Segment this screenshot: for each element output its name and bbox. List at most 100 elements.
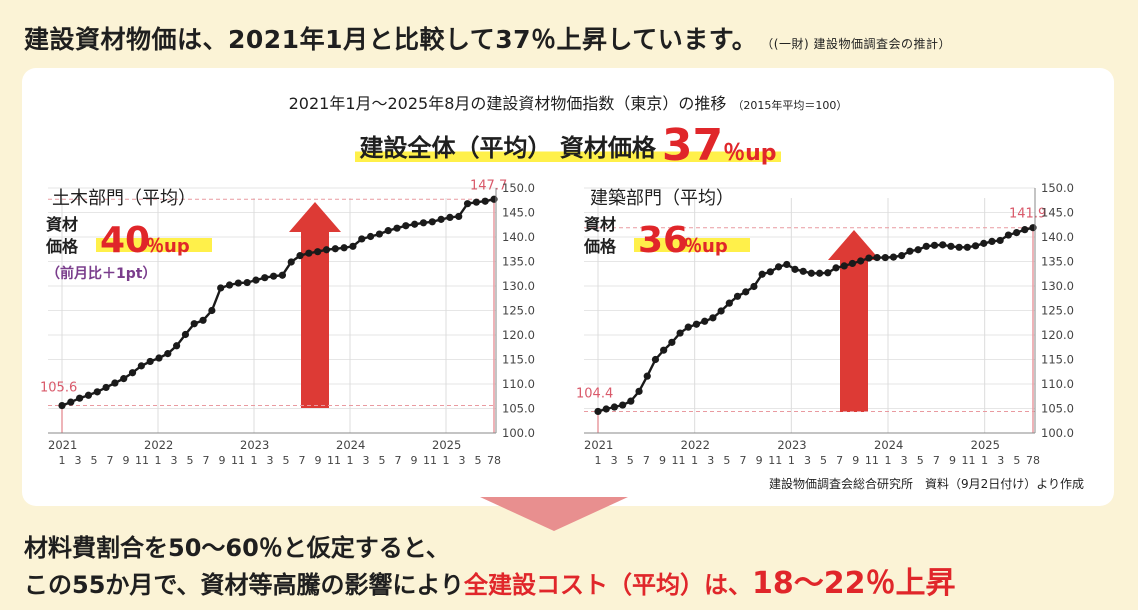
- data-point: [181, 330, 190, 339]
- data-point: [963, 243, 971, 251]
- data-point: [120, 375, 128, 383]
- conclusion-line2: この55か月で、資材等高騰の影響により全建設コスト（平均）は、18～22％上昇: [24, 566, 955, 603]
- x-month-label: 5: [283, 454, 290, 467]
- x-month-label: 5: [91, 454, 98, 467]
- x-month-label: 3: [459, 454, 466, 467]
- data-point: [269, 272, 278, 280]
- x-month-label: 7: [395, 454, 402, 467]
- y-tick-label: 110.0: [502, 377, 535, 391]
- data-point: [840, 262, 848, 270]
- data-point: [602, 405, 610, 413]
- data-point: [296, 252, 304, 260]
- data-point: [331, 245, 339, 253]
- data-point: [481, 197, 489, 205]
- x-month-label: 7: [107, 454, 114, 467]
- x-month-label: 1: [155, 454, 162, 467]
- headline: 建設資材物価は、2021年1月と比較して37％上昇しています。 （(一財) 建設物…: [24, 20, 951, 56]
- chart-civil-note: （前月比＋1pt）: [46, 265, 156, 282]
- y-tick-label: 135.0: [1041, 255, 1074, 269]
- x-month-label: 5: [917, 454, 924, 467]
- data-point: [832, 264, 840, 272]
- data-point: [402, 222, 410, 230]
- data-point: [635, 387, 643, 395]
- data-point: [314, 248, 322, 256]
- x-month-label: 11: [423, 454, 437, 467]
- data-point: [243, 278, 251, 287]
- data-point: [684, 323, 692, 331]
- data-point: [1012, 228, 1021, 237]
- up-arrow-shape: [828, 230, 880, 412]
- headline-note: （(一財) 建設物価調査会の推計）: [767, 37, 951, 51]
- data-point: [889, 253, 898, 261]
- conclusion: 材料費割合を50～60％と仮定すると、 この55か月で、資材等高騰の影響により全…: [24, 530, 955, 603]
- chart-building-reference-lines: 104.4 141.9: [576, 207, 1046, 433]
- data-point: [234, 279, 242, 287]
- data-point: [848, 259, 857, 268]
- y-tick-label: 145.0: [1041, 206, 1074, 220]
- x-year-label: 2024: [336, 438, 365, 452]
- overall-percent-value: 37: [661, 120, 724, 171]
- data-point: [393, 224, 401, 232]
- data-point: [287, 258, 295, 266]
- data-point: [660, 346, 668, 354]
- data-point: [996, 236, 1004, 245]
- x-month-label: 11: [768, 454, 782, 467]
- x-year-label: 2022: [144, 438, 173, 452]
- data-point: [643, 372, 651, 380]
- data-point: [865, 254, 873, 262]
- chart-civil-up-arrow: [289, 202, 341, 408]
- y-tick-label: 140.0: [502, 230, 535, 244]
- y-tick-label: 100.0: [1041, 426, 1074, 440]
- data-point: [807, 269, 815, 277]
- data-point: [799, 267, 807, 275]
- source-note: 建設物価調査会総合研究所 資料（9月2日付け）より作成: [768, 477, 1084, 491]
- up-arrow-shape: [289, 202, 341, 408]
- x-month-label: 11: [962, 454, 976, 467]
- y-tick-label: 145.0: [502, 206, 535, 220]
- y-tick-label: 115.0: [502, 353, 535, 367]
- data-point: [261, 274, 269, 282]
- overall-label: 建設全体（平均） 資材価格: [359, 134, 656, 162]
- data-point: [322, 246, 331, 254]
- data-point: [816, 269, 824, 277]
- x-month-label: 11: [865, 454, 879, 467]
- data-point: [349, 242, 357, 250]
- data-point: [419, 219, 428, 227]
- data-point: [437, 215, 445, 223]
- chart-building-axes: 150.0 145.0 140.0 135.0 130.0 125.0 120.0 115.0…: [584, 181, 1074, 467]
- data-point: [627, 397, 635, 405]
- x-month-label: 1: [443, 454, 450, 467]
- x-year-label: 2023: [777, 438, 806, 452]
- conclusion-line2-red: 全建設コスト（平均）は、: [463, 571, 752, 599]
- data-point: [881, 253, 889, 262]
- chart-civil-badge-line1: 資材: [46, 215, 78, 234]
- chart-building-badge-line1: 資材: [584, 215, 616, 234]
- x-month-label: 1: [347, 454, 354, 467]
- y-tick-label: 100.0: [502, 426, 535, 440]
- x-year-label: 2024: [874, 438, 903, 452]
- data-point: [914, 246, 922, 254]
- data-point: [930, 241, 939, 249]
- x-month-label: 9: [123, 454, 130, 467]
- x-month-label: 7: [203, 454, 210, 467]
- x-month-label: 1: [691, 454, 698, 467]
- chart-civil-axes: 150.0 145.0 140.0 135.0 130.0 125.0 120.0 115.0…: [48, 181, 535, 467]
- chart-building-up-arrow: [828, 230, 880, 412]
- chart-civil-badge-highlight: [96, 238, 212, 252]
- data-point: [111, 379, 119, 387]
- y-tick-label: 125.0: [1041, 304, 1074, 318]
- x-month-label: 1: [251, 454, 258, 467]
- data-point: [1004, 231, 1012, 239]
- chart-building-title: 建築部門（平均）: [590, 188, 734, 209]
- y-tick-label: 135.0: [502, 255, 535, 269]
- data-point: [455, 212, 463, 221]
- data-point: [619, 401, 627, 409]
- x-month-label: 1: [59, 454, 66, 467]
- data-point: [725, 299, 733, 307]
- data-point: [128, 369, 137, 377]
- x-month-label: 78: [1026, 454, 1040, 467]
- headline-text: 建設資材物価は、2021年1月と比較して37％上昇しています。: [24, 25, 758, 54]
- data-point: [701, 317, 709, 325]
- x-month-label: 3: [171, 454, 178, 467]
- data-point: [717, 307, 725, 315]
